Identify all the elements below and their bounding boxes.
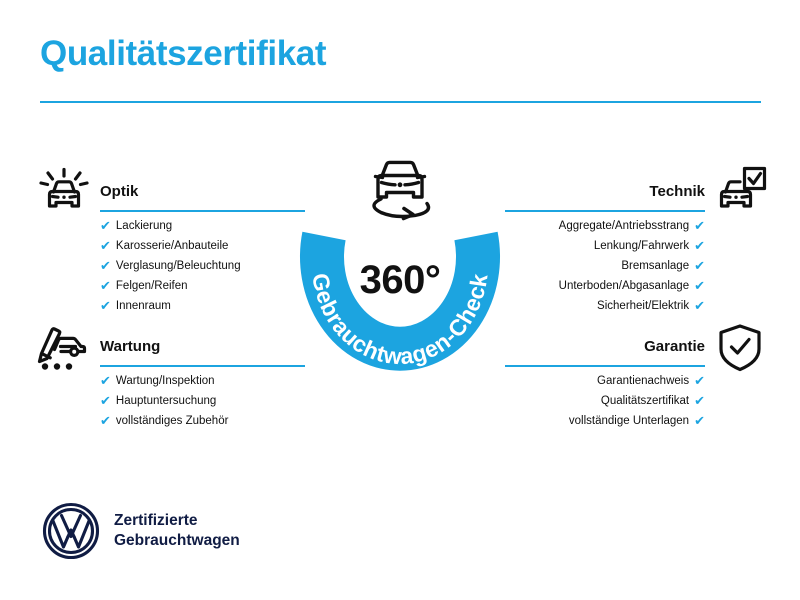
checklist-item-label: Wartung/Inspektion <box>115 375 215 387</box>
check-icon: ✔ <box>100 412 111 428</box>
checklist-item: ✔ Lackierung <box>100 216 305 236</box>
section-wartung-underline <box>100 365 305 367</box>
checklist-item-label: Qualitätszertifikat <box>600 395 690 407</box>
checklist-item: Bremsanlage ✔ <box>505 256 705 276</box>
section-technik-underline <box>505 210 705 212</box>
section-garantie-list: Garantienachweis ✔ Qualitätszertifikat ✔ vol… <box>505 371 705 431</box>
volkswagen-roundel-logo <box>42 502 100 560</box>
checklist-item: Sicherheit/Elektrik ✔ <box>505 296 705 316</box>
checklist-item-label: Verglasung/Beleuchtung <box>115 260 241 272</box>
check-icon: ✔ <box>694 392 705 408</box>
check-icon: ✔ <box>694 217 705 233</box>
checklist-item: ✔ Karosserie/Anbauteile <box>100 236 305 256</box>
check-icon: ✔ <box>694 237 705 253</box>
section-technik-title: Technik <box>649 183 705 200</box>
check-icon: ✔ <box>694 297 705 313</box>
badge-360-check: Gebrauchtwagen-Check <box>288 152 512 390</box>
checklist-item: ✔ Hauptuntersuchung <box>100 391 305 411</box>
check-icon: ✔ <box>100 237 111 253</box>
check-icon: ✔ <box>100 372 111 388</box>
section-technik: Technik Aggregate/Antriebsstrang ✔ Lenkung… <box>505 182 705 316</box>
checklist-item-label: Hauptuntersuchung <box>115 395 217 407</box>
checklist-item-label: Aggregate/Antriebsstrang <box>558 220 690 232</box>
section-garantie-title: Garantie <box>644 338 705 355</box>
shield-check-icon <box>716 322 764 374</box>
vw-wordmark-line1: Zertifizierte <box>114 512 198 529</box>
check-icon: ✔ <box>694 412 705 428</box>
checklist-item-label: Innenraum <box>115 300 171 312</box>
checklist-item: ✔ Wartung/Inspektion <box>100 371 305 391</box>
checklist-item-label: Felgen/Reifen <box>115 280 188 292</box>
checklist-item: vollständige Unterlagen ✔ <box>505 411 705 431</box>
badge-ring <box>300 231 500 371</box>
car-service-record-icon <box>33 320 89 372</box>
section-wartung: Wartung ✔ Wartung/Inspektion ✔ Hauptuntersu… <box>100 337 305 431</box>
checklist-item: Qualitätszertifikat ✔ <box>505 391 705 411</box>
checklist-item: Garantienachweis ✔ <box>505 371 705 391</box>
car-checkbox-icon <box>712 164 768 216</box>
check-icon: ✔ <box>694 257 705 273</box>
check-icon: ✔ <box>100 297 111 313</box>
checklist-item-label: vollständige Unterlagen <box>568 415 690 427</box>
vw-brand-lockup: Zertifizierte Gebrauchtwagen <box>42 502 240 560</box>
section-optik-head: Optik <box>100 182 305 216</box>
checklist-item: ✔ Innenraum <box>100 296 305 316</box>
section-garantie: Garantie Garantienachweis ✔ Qualitätszerti… <box>505 337 705 431</box>
badge-value: 360° <box>359 258 441 302</box>
checklist-item: Lenkung/Fahrwerk ✔ <box>505 236 705 256</box>
vw-wordmark: Zertifizierte Gebrauchtwagen <box>114 511 240 551</box>
section-garantie-head: Garantie <box>505 337 705 371</box>
check-icon: ✔ <box>100 392 111 408</box>
vw-wordmark-line2: Gebrauchtwagen <box>114 532 240 549</box>
check-icon: ✔ <box>694 372 705 388</box>
checklist-item: Aggregate/Antriebsstrang ✔ <box>505 216 705 236</box>
checklist-item: ✔ Felgen/Reifen <box>100 276 305 296</box>
section-wartung-list: ✔ Wartung/Inspektion ✔ Hauptuntersuchung ✔ vo… <box>100 371 305 431</box>
checklist-item: ✔ Verglasung/Beleuchtung <box>100 256 305 276</box>
checklist-item: ✔ vollständiges Zubehör <box>100 411 305 431</box>
section-technik-list: Aggregate/Antriebsstrang ✔ Lenkung/Fahrwer… <box>505 216 705 316</box>
checklist-item-label: Bremsanlage <box>621 260 690 272</box>
section-technik-head: Technik <box>505 182 705 216</box>
check-icon: ✔ <box>100 257 111 273</box>
section-optik-underline <box>100 210 305 212</box>
check-icon: ✔ <box>100 277 111 293</box>
checklist-item-label: vollständiges Zubehör <box>115 415 229 427</box>
page-title: Qualitätszertifikat <box>40 34 327 73</box>
checklist-item-label: Garantienachweis <box>597 375 690 387</box>
section-optik-list: ✔ Lackierung ✔ Karosserie/Anbauteile ✔ Vergla… <box>100 216 305 316</box>
section-optik-title: Optik <box>100 183 139 200</box>
checklist-item-label: Unterboden/Abgasanlage <box>558 280 690 292</box>
car-polish-shine-icon <box>36 164 92 216</box>
header-divider <box>40 101 761 103</box>
car-rotate-360-icon <box>357 156 443 222</box>
section-garantie-underline <box>505 365 705 367</box>
checklist-item-label: Karosserie/Anbauteile <box>115 240 229 252</box>
checklist-item-label: Lackierung <box>115 220 173 232</box>
checklist-item-label: Lenkung/Fahrwerk <box>593 240 690 252</box>
section-wartung-title: Wartung <box>100 338 161 355</box>
section-wartung-head: Wartung <box>100 337 305 371</box>
checklist-item: Unterboden/Abgasanlage ✔ <box>505 276 705 296</box>
check-icon: ✔ <box>100 217 111 233</box>
section-optik: Optik ✔ Lackierung ✔ Karosserie/Anbauteile ✔… <box>100 182 305 316</box>
check-icon: ✔ <box>694 277 705 293</box>
checklist-item-label: Sicherheit/Elektrik <box>597 300 690 312</box>
